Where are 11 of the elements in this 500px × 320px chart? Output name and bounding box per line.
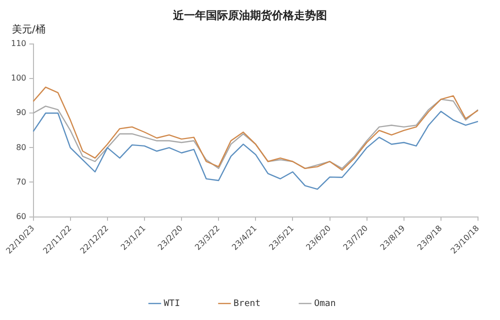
y-axis-title: 美元/桶 — [12, 24, 46, 36]
y-tick-label: 80 — [16, 142, 26, 152]
y-tick-label: 110 — [10, 39, 26, 48]
y-tick-label: 100 — [10, 74, 26, 83]
legend-label: Brent — [233, 298, 261, 309]
chart-title: 近一年国际原油期货价格走势图 — [172, 8, 327, 22]
y-tick-label: 60 — [16, 212, 26, 221]
y-tick-label: 70 — [16, 177, 26, 186]
legend-label: Oman — [314, 298, 336, 309]
y-tick-label: 90 — [16, 108, 26, 118]
legend-label: WTI — [164, 298, 180, 309]
